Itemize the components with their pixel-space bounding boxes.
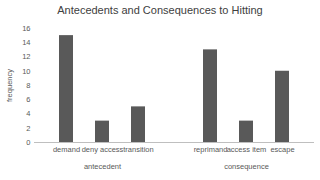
svg-text:10: 10 bbox=[22, 67, 30, 76]
svg-text:8: 8 bbox=[26, 81, 30, 90]
svg-text:16: 16 bbox=[22, 24, 30, 33]
svg-text:12: 12 bbox=[22, 52, 30, 61]
svg-text:2: 2 bbox=[26, 124, 30, 133]
svg-text:consequence: consequence bbox=[224, 162, 269, 171]
svg-text:reprimand: reprimand bbox=[194, 145, 228, 154]
svg-text:antecedent: antecedent bbox=[84, 162, 122, 171]
svg-text:0: 0 bbox=[26, 138, 30, 147]
svg-text:access item: access item bbox=[227, 145, 267, 154]
svg-text:escape: escape bbox=[270, 145, 294, 154]
svg-text:deny access: deny access bbox=[82, 145, 124, 154]
svg-text:4: 4 bbox=[26, 109, 30, 118]
svg-text:frequency: frequency bbox=[5, 69, 14, 102]
svg-text:demand: demand bbox=[53, 145, 80, 154]
svg-text:transition: transition bbox=[123, 145, 153, 154]
svg-text:6: 6 bbox=[26, 95, 30, 104]
svg-text:14: 14 bbox=[22, 38, 30, 47]
html-text:Antecedents and Consequences t: Antecedents and Consequences to Hitting bbox=[57, 4, 263, 16]
